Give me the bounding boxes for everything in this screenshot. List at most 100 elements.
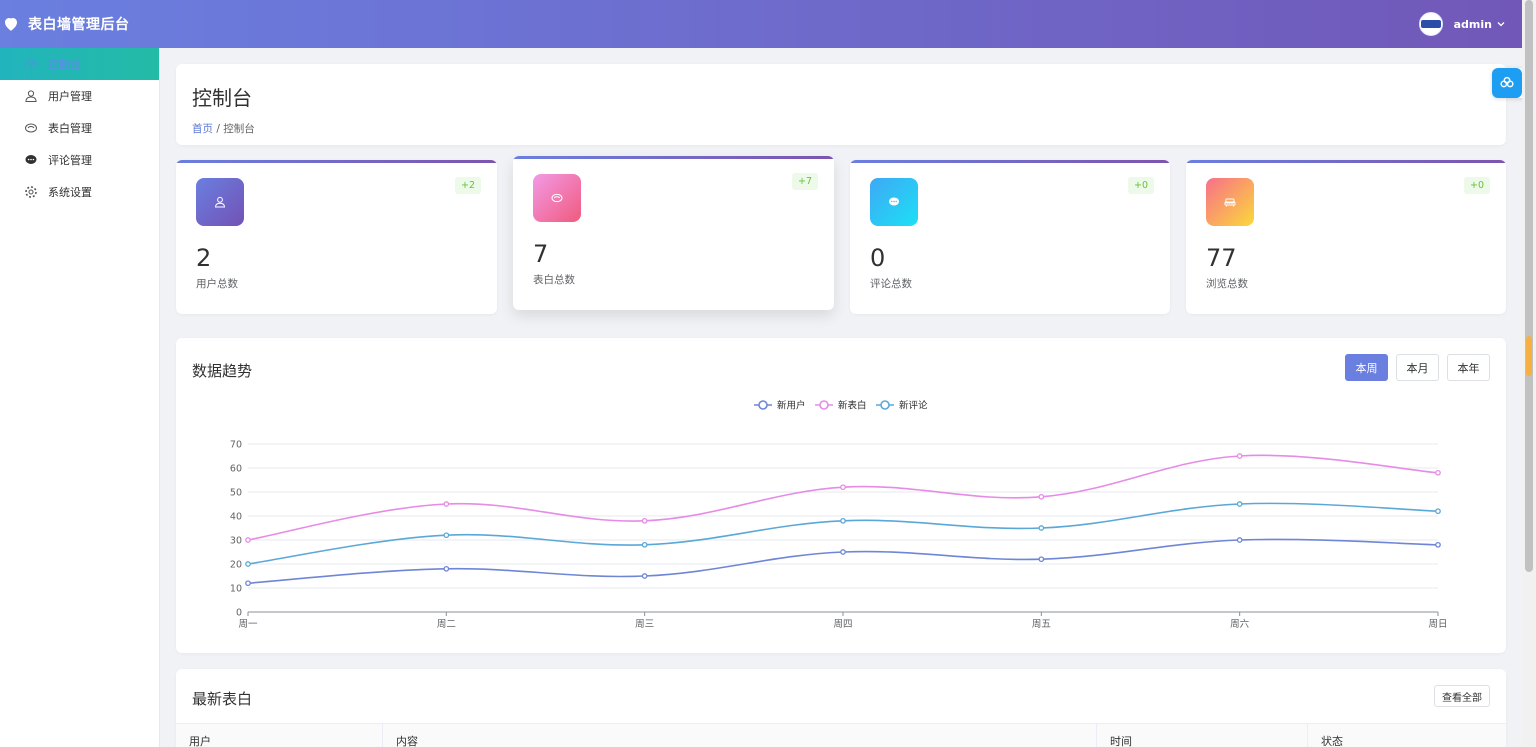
- y-tick-label: 70: [230, 440, 242, 451]
- user-icon: [196, 178, 244, 226]
- breadcrumb-home-link[interactable]: 首页: [192, 123, 213, 135]
- sidebar-item-confessions[interactable]: 表白管理: [0, 112, 159, 144]
- column-header-content[interactable]: 内容: [383, 724, 1097, 747]
- y-tick-label: 10: [230, 584, 242, 595]
- sidebar-item-label: 表白管理: [48, 122, 92, 135]
- app-title: 表白墙管理后台: [28, 17, 130, 33]
- data-point: [840, 549, 846, 555]
- comment-icon: [870, 178, 918, 226]
- data-point: [840, 484, 846, 491]
- stat-badge: +2: [454, 177, 481, 194]
- heart-outline-icon: [24, 121, 38, 135]
- stat-card-comments: +0 0 评论总数: [850, 160, 1170, 314]
- username[interactable]: admin: [1453, 17, 1492, 31]
- stat-label: 表白总数: [533, 274, 575, 286]
- top-header: 表白墙管理后台 admin: [0, 0, 1522, 48]
- trend-chart-card: 数据趋势 本周 本月 本年 0 10 20 30 40 50 60 70 周一 周二 周三 周四 周五 周…: [176, 338, 1506, 653]
- range-week-button[interactable]: 本周: [1345, 354, 1388, 381]
- data-point: [245, 580, 251, 587]
- data-point: [1038, 556, 1045, 563]
- sidebar-item-label: 系统设置: [48, 186, 92, 199]
- data-point: [1236, 537, 1243, 543]
- y-tick-label: 50: [230, 488, 242, 499]
- table-header: 用户 内容 时间 状态: [176, 723, 1506, 747]
- x-tick-label: 周一: [238, 619, 258, 630]
- sidebar: 控制台 用户管理 表白管理 评论管理 系统设置: [0, 48, 160, 747]
- latest-confessions-card: 最新表白 查看全部 用户 内容 时间 状态: [176, 669, 1506, 747]
- stat-value: 2: [196, 244, 212, 272]
- legend-label: 新评论: [899, 400, 928, 412]
- breadcrumb-separator: /: [216, 123, 220, 135]
- y-tick-label: 40: [230, 512, 242, 523]
- y-tick-label: 30: [230, 536, 242, 547]
- sidebar-item-users[interactable]: 用户管理: [0, 80, 159, 112]
- y-tick-label: 0: [236, 608, 242, 619]
- data-point: [840, 517, 846, 524]
- trend-title: 数据趋势: [192, 362, 253, 380]
- column-header-time[interactable]: 时间: [1097, 724, 1308, 747]
- x-tick-label: 周日: [1428, 619, 1447, 630]
- stat-label: 浏览总数: [1206, 278, 1248, 290]
- column-header-status[interactable]: 状态: [1321, 735, 1343, 747]
- range-year-button[interactable]: 本年: [1447, 354, 1490, 381]
- stat-value: 0: [870, 244, 886, 272]
- series-line: [247, 538, 1439, 584]
- data-point: [1435, 541, 1441, 548]
- breadcrumb-current: 控制台: [223, 123, 255, 135]
- sidebar-item-comments[interactable]: 评论管理: [0, 144, 159, 176]
- column-header-user[interactable]: 用户: [176, 724, 383, 747]
- sidebar-item-settings[interactable]: 系统设置: [0, 176, 159, 208]
- legend-swatch-marker: [758, 400, 768, 410]
- brand[interactable]: 表白墙管理后台: [0, 0, 130, 48]
- x-tick-label: 周五: [1032, 619, 1051, 630]
- user-icon: [24, 89, 38, 103]
- sofa-icon: [1206, 178, 1254, 226]
- page-header-card: 控制台 首页 / 控制台: [176, 64, 1506, 145]
- data-point: [443, 532, 450, 539]
- x-tick-label: 周二: [437, 619, 456, 630]
- x-tick-label: 周四: [833, 619, 852, 630]
- stat-card-users: +2 2 用户总数: [176, 160, 497, 314]
- sidebar-item-label: 用户管理: [48, 90, 92, 103]
- legend-swatch-marker: [880, 400, 890, 410]
- stat-card-views: +0 77 浏览总数: [1186, 160, 1506, 314]
- user-menu[interactable]: admin: [1418, 12, 1522, 36]
- page-title: 控制台: [192, 86, 252, 110]
- heart-icon: [5, 18, 17, 31]
- view-all-button[interactable]: 查看全部: [1434, 685, 1490, 707]
- x-tick-label: 周三: [635, 619, 654, 630]
- line-chart: 0 10 20 30 40 50 60 70 周一 周二 周三 周四 周五 周六 周日 新用户 新表白 新评论: [230, 400, 1448, 631]
- breadcrumb: 首页 / 控制台: [192, 121, 1490, 136]
- stat-badge: +0: [1463, 177, 1490, 194]
- legend-label: 新用户: [777, 400, 806, 412]
- y-tick-label: 60: [230, 464, 242, 475]
- range-selector: 本周 本月 本年: [1345, 354, 1490, 381]
- dashboard-icon: [24, 57, 38, 71]
- legend-swatch-marker: [819, 400, 829, 410]
- stat-card-confessions: +7 7 表白总数: [513, 156, 834, 310]
- data-point: [245, 561, 251, 567]
- data-point: [245, 537, 251, 543]
- x-tick-label: 周六: [1230, 618, 1250, 630]
- data-point: [1236, 501, 1243, 507]
- cloud-icon: [1492, 68, 1522, 98]
- data-point: [641, 517, 648, 524]
- avatar[interactable]: [1418, 12, 1443, 36]
- data-point: [1435, 508, 1441, 515]
- range-month-button[interactable]: 本月: [1396, 354, 1439, 381]
- comment-icon: [24, 153, 38, 167]
- data-point: [641, 541, 648, 548]
- sidebar-item-label: 评论管理: [48, 154, 92, 167]
- stat-value: 77: [1206, 244, 1237, 272]
- sidebar-item-label: 控制台: [48, 58, 81, 71]
- stat-badge: +0: [1127, 177, 1154, 194]
- stat-label: 评论总数: [870, 278, 912, 290]
- data-point: [443, 565, 450, 572]
- y-tick-label: 20: [230, 560, 242, 571]
- sidebar-item-dashboard[interactable]: 控制台: [0, 48, 159, 80]
- heart-outline-icon: [533, 174, 581, 222]
- scrollbar-thumb[interactable]: [1525, 0, 1533, 572]
- chevron-down-icon[interactable]: [1496, 19, 1506, 29]
- data-point: [1435, 469, 1441, 476]
- page-scrollbar[interactable]: [1522, 0, 1536, 747]
